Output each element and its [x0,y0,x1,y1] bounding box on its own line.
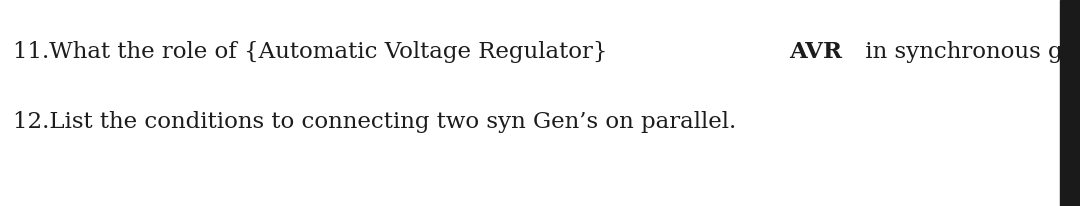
Text: 11.What the role of {Automatic Voltage Regulator}: 11.What the role of {Automatic Voltage R… [13,41,615,63]
Text: in synchronous generators?: in synchronous generators? [858,41,1080,63]
Bar [1061,0,1080,206]
Text: 12.List the conditions to connecting two syn Gen’s on parallel.: 12.List the conditions to connecting two… [13,111,737,133]
Text: AVR: AVR [789,41,842,63]
